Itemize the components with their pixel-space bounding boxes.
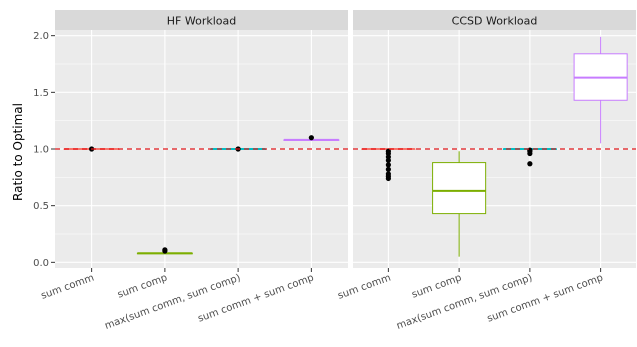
panel-title: CCSD Workload — [452, 15, 538, 28]
x-tick-label: sum comm — [336, 272, 392, 301]
x-tick-label: sum comp — [116, 272, 169, 300]
panel-strip — [353, 10, 636, 30]
y-axis-title: Ratio to Optimal — [11, 103, 25, 201]
box-sum-comp — [432, 151, 487, 257]
y-tick-label: 0.5 — [33, 201, 49, 212]
box-sum-comm — [361, 148, 416, 182]
panel-strip — [55, 10, 348, 30]
y-tick-label: 0.0 — [33, 258, 49, 269]
box-sum-comm-sum-comp — [283, 135, 340, 141]
outlier-point — [385, 162, 391, 168]
y-tick-label: 2.0 — [33, 31, 49, 42]
x-tick-label: sum comp — [410, 272, 463, 300]
outlier-point — [385, 148, 391, 154]
box-sum-comm-sum-comp — [573, 36, 628, 144]
outlier-point — [527, 161, 533, 167]
outlier-point — [385, 171, 391, 177]
y-tick-label: 1.5 — [33, 88, 49, 99]
outlier-point — [527, 147, 533, 153]
y-tick-label: 1.0 — [33, 145, 49, 156]
x-tick-label: max(sum comm, sum comp) — [395, 272, 534, 332]
x-tick-label: sum comm + sum comp — [486, 272, 605, 324]
x-tick-label: sum comm — [40, 272, 96, 301]
outlier-point — [308, 135, 314, 141]
box-body — [432, 162, 487, 215]
x-tick-label: max(sum comm, sum comp) — [103, 272, 242, 332]
box-sum-comp — [136, 247, 193, 255]
outlier-point — [162, 247, 168, 253]
outlier-point — [385, 166, 391, 172]
panels-layer: 0.0 0.5 1.0 1.5 2.0 HF Workload sum comm sum co… — [33, 10, 636, 332]
panel-title: HF Workload — [167, 15, 236, 28]
